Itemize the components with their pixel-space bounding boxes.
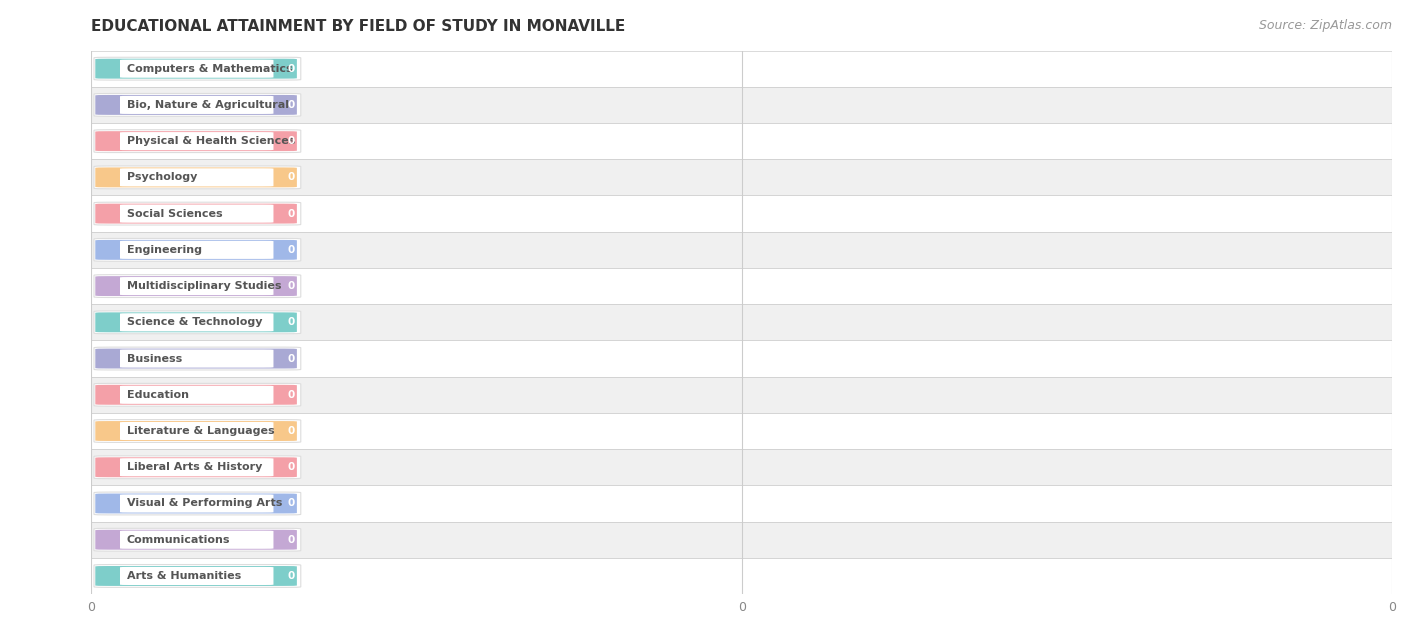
Text: Communications: Communications [127, 535, 231, 545]
FancyBboxPatch shape [96, 421, 297, 441]
FancyBboxPatch shape [91, 123, 1392, 159]
FancyBboxPatch shape [96, 276, 297, 296]
FancyBboxPatch shape [91, 341, 1392, 377]
FancyBboxPatch shape [120, 458, 273, 477]
FancyBboxPatch shape [91, 377, 1392, 413]
Text: Literature & Languages: Literature & Languages [127, 426, 274, 436]
FancyBboxPatch shape [120, 96, 273, 114]
FancyBboxPatch shape [91, 304, 1392, 341]
FancyBboxPatch shape [120, 132, 273, 150]
Text: Computers & Mathematics: Computers & Mathematics [127, 64, 292, 74]
Text: Social Sciences: Social Sciences [127, 209, 222, 219]
FancyBboxPatch shape [91, 521, 1392, 558]
FancyBboxPatch shape [120, 349, 273, 368]
FancyBboxPatch shape [94, 492, 301, 515]
Text: Psychology: Psychology [127, 173, 197, 183]
Text: 0: 0 [287, 535, 294, 545]
FancyBboxPatch shape [96, 95, 297, 115]
FancyBboxPatch shape [96, 458, 297, 477]
FancyBboxPatch shape [91, 195, 1392, 232]
FancyBboxPatch shape [91, 413, 1392, 449]
Text: Business: Business [127, 353, 181, 363]
Text: Bio, Nature & Agricultural: Bio, Nature & Agricultural [127, 100, 288, 110]
Text: 0: 0 [287, 571, 294, 581]
FancyBboxPatch shape [94, 130, 301, 152]
FancyBboxPatch shape [96, 312, 297, 332]
Text: 0: 0 [287, 245, 294, 255]
FancyBboxPatch shape [96, 131, 297, 151]
FancyBboxPatch shape [94, 347, 301, 370]
Text: Education: Education [127, 390, 188, 400]
FancyBboxPatch shape [96, 494, 297, 513]
Text: 0: 0 [287, 353, 294, 363]
FancyBboxPatch shape [96, 204, 297, 224]
FancyBboxPatch shape [120, 205, 273, 222]
Text: Science & Technology: Science & Technology [127, 317, 262, 327]
FancyBboxPatch shape [96, 349, 297, 368]
Text: 0: 0 [287, 499, 294, 509]
Text: 0: 0 [287, 64, 294, 74]
FancyBboxPatch shape [91, 51, 1392, 87]
FancyBboxPatch shape [94, 238, 301, 261]
FancyBboxPatch shape [91, 449, 1392, 485]
Text: Engineering: Engineering [127, 245, 201, 255]
FancyBboxPatch shape [96, 530, 297, 550]
FancyBboxPatch shape [91, 268, 1392, 304]
FancyBboxPatch shape [94, 311, 301, 334]
Text: 0: 0 [287, 426, 294, 436]
FancyBboxPatch shape [94, 420, 301, 442]
Text: Visual & Performing Arts: Visual & Performing Arts [127, 499, 281, 509]
Text: Liberal Arts & History: Liberal Arts & History [127, 462, 262, 472]
FancyBboxPatch shape [120, 277, 273, 295]
Text: EDUCATIONAL ATTAINMENT BY FIELD OF STUDY IN MONAVILLE: EDUCATIONAL ATTAINMENT BY FIELD OF STUDY… [91, 19, 626, 34]
Text: 0: 0 [287, 173, 294, 183]
Text: 0: 0 [287, 209, 294, 219]
FancyBboxPatch shape [94, 384, 301, 406]
FancyBboxPatch shape [120, 567, 273, 585]
FancyBboxPatch shape [96, 566, 297, 586]
Text: Source: ZipAtlas.com: Source: ZipAtlas.com [1258, 19, 1392, 32]
FancyBboxPatch shape [96, 385, 297, 404]
FancyBboxPatch shape [120, 313, 273, 331]
FancyBboxPatch shape [91, 485, 1392, 521]
FancyBboxPatch shape [96, 167, 297, 187]
FancyBboxPatch shape [91, 558, 1392, 594]
Text: 0: 0 [287, 100, 294, 110]
FancyBboxPatch shape [94, 528, 301, 551]
FancyBboxPatch shape [120, 386, 273, 404]
FancyBboxPatch shape [120, 494, 273, 513]
FancyBboxPatch shape [91, 159, 1392, 195]
Text: Arts & Humanities: Arts & Humanities [127, 571, 240, 581]
Text: 0: 0 [287, 390, 294, 400]
FancyBboxPatch shape [94, 456, 301, 478]
FancyBboxPatch shape [94, 166, 301, 189]
FancyBboxPatch shape [94, 202, 301, 225]
FancyBboxPatch shape [120, 241, 273, 259]
Text: 0: 0 [287, 136, 294, 146]
FancyBboxPatch shape [120, 168, 273, 186]
FancyBboxPatch shape [96, 240, 297, 260]
FancyBboxPatch shape [91, 232, 1392, 268]
FancyBboxPatch shape [91, 87, 1392, 123]
FancyBboxPatch shape [120, 59, 273, 78]
Text: 0: 0 [287, 317, 294, 327]
FancyBboxPatch shape [94, 58, 301, 80]
FancyBboxPatch shape [96, 59, 297, 78]
FancyBboxPatch shape [120, 422, 273, 440]
Text: 0: 0 [287, 281, 294, 291]
FancyBboxPatch shape [94, 564, 301, 587]
FancyBboxPatch shape [94, 275, 301, 298]
Text: Physical & Health Sciences: Physical & Health Sciences [127, 136, 295, 146]
Text: Multidisciplinary Studies: Multidisciplinary Studies [127, 281, 281, 291]
FancyBboxPatch shape [94, 94, 301, 116]
FancyBboxPatch shape [120, 531, 273, 549]
Text: 0: 0 [287, 462, 294, 472]
